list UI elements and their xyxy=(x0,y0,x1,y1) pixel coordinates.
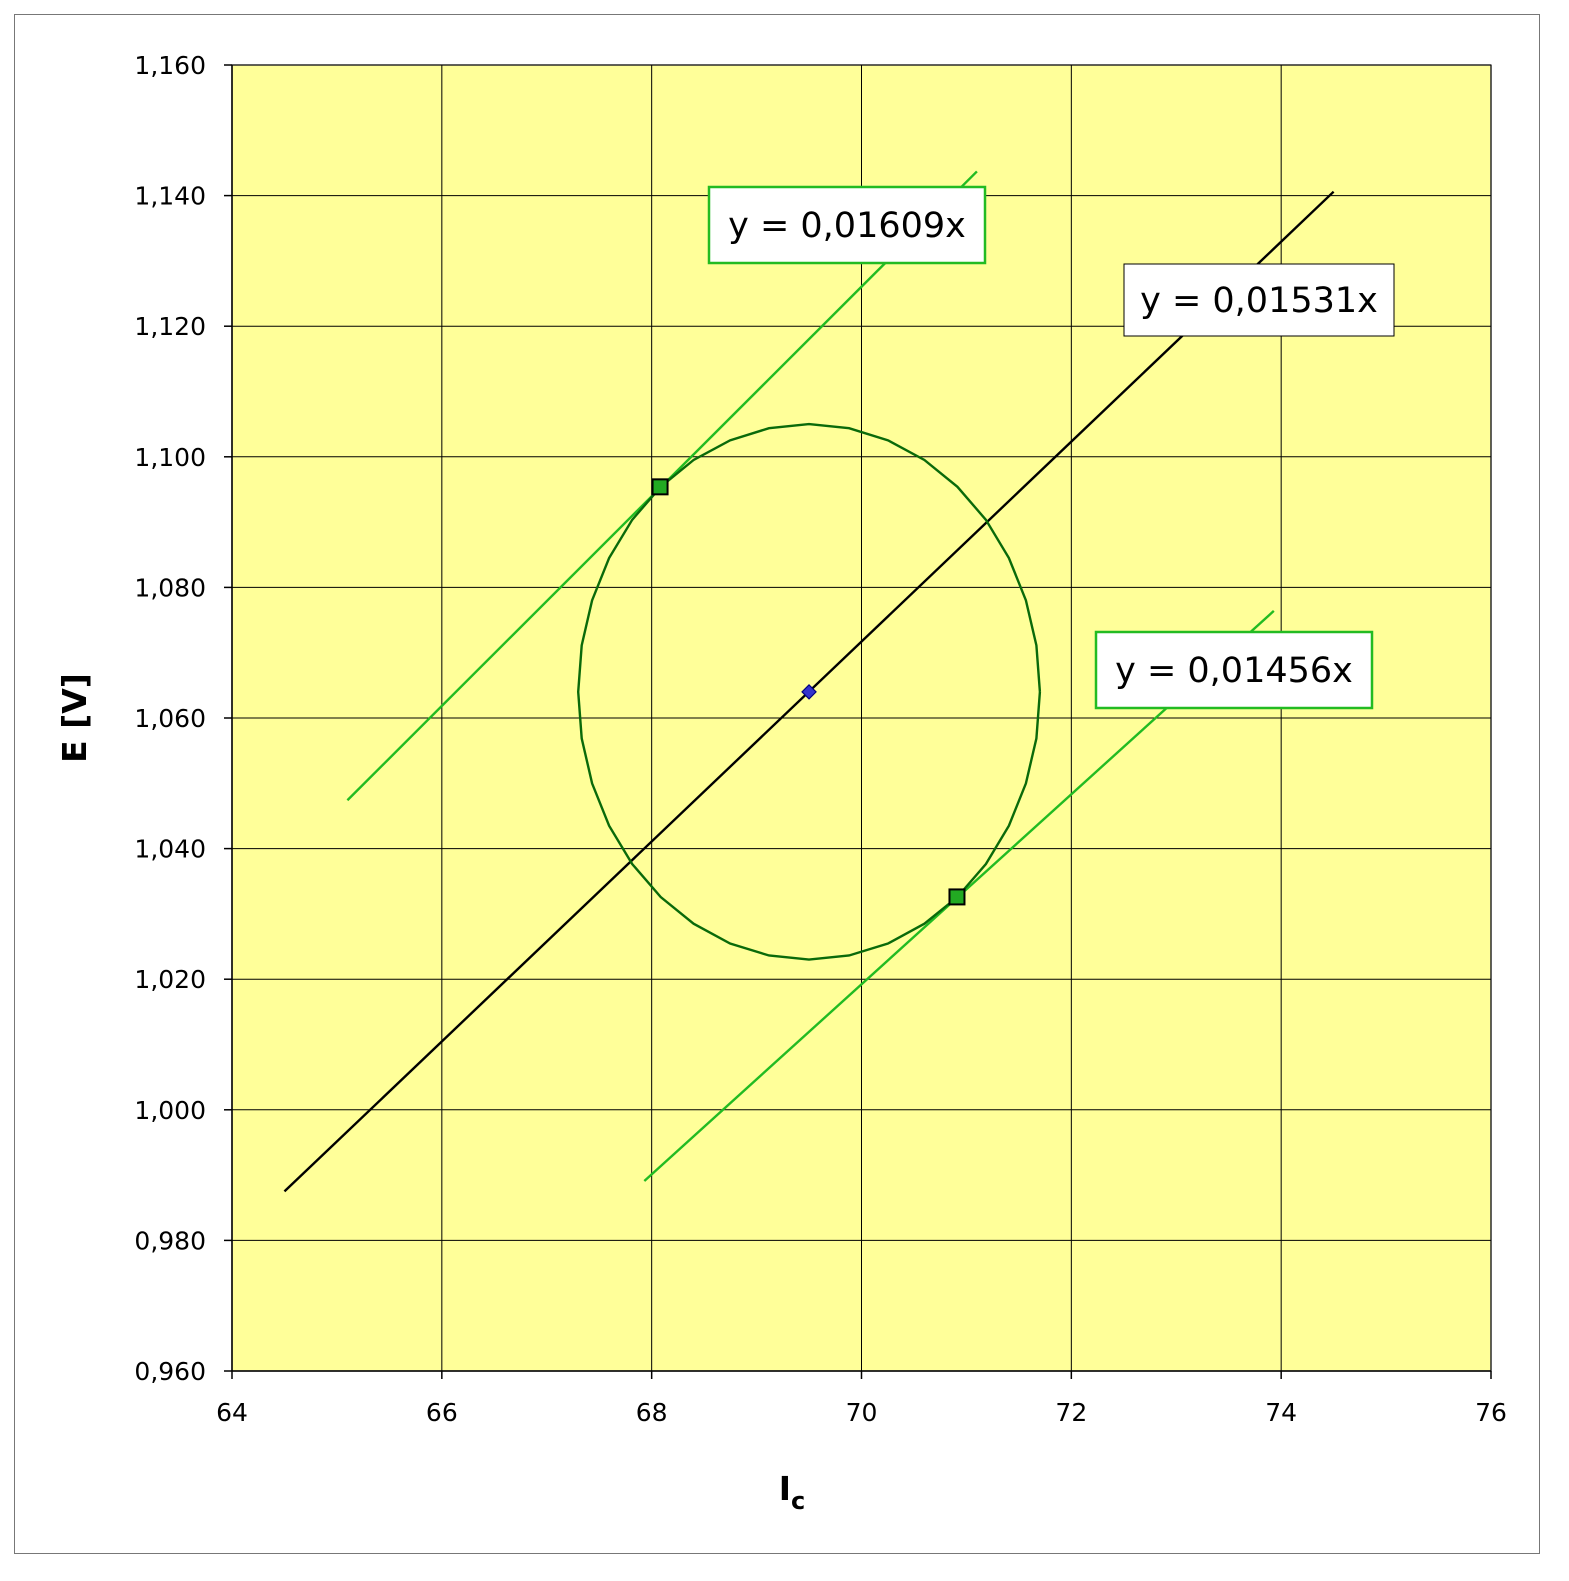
x-tick-label: 68 xyxy=(636,1398,668,1427)
y-tick-label: 1,100 xyxy=(134,443,206,472)
equation-label-box xyxy=(1123,263,1395,337)
center-point xyxy=(801,684,817,700)
x-axis-title-subscript: c xyxy=(791,1487,805,1515)
equation-label: y = 0,01531x xyxy=(1140,281,1378,321)
equation-label: y = 0,01456x xyxy=(1115,651,1353,691)
y-tick-label: 1,120 xyxy=(134,312,206,341)
x-tick-label: 76 xyxy=(1475,1398,1507,1427)
y-tick-label: 1,000 xyxy=(134,1096,206,1125)
equation-label: y = 0,01609x xyxy=(728,206,966,246)
x-axis-title: Ic xyxy=(779,1469,806,1515)
x-tick-label: 74 xyxy=(1265,1398,1297,1427)
axes: 64 66 68 70 72 74 76 0,960 0,980 1,000 1,020 1,040 1… xyxy=(134,51,1506,1427)
x-tick-label: 70 xyxy=(846,1398,878,1427)
equation-label-box xyxy=(707,185,987,265)
y-tick-label: 0,980 xyxy=(134,1226,206,1255)
equation-labels: y = 0,01609x y = 0,01531x y = 0,01456x xyxy=(707,185,1395,710)
y-tick-label: 1,080 xyxy=(134,573,206,602)
y-tick-label: 1,020 xyxy=(134,965,206,994)
x-tick-label: 66 xyxy=(426,1398,458,1427)
y-tick-label: 1,160 xyxy=(134,51,206,80)
y-tick-label: 1,060 xyxy=(134,704,206,733)
y-tick-label: 1,140 xyxy=(134,182,206,211)
x-axis-title-main: I xyxy=(779,1469,791,1508)
x-tick-label: 72 xyxy=(1055,1398,1087,1427)
grid-lines xyxy=(232,64,1492,1371)
x-tick-label: 64 xyxy=(216,1398,248,1427)
tangent-point xyxy=(948,888,966,906)
equation-label-box xyxy=(1094,630,1374,710)
tangent-point xyxy=(651,478,669,496)
y-tick-label: 0,960 xyxy=(134,1357,206,1386)
y-axis-title: E [V] xyxy=(55,673,94,763)
y-tick-label: 1,040 xyxy=(134,835,206,864)
uncertainty-ellipse xyxy=(576,422,1042,961)
